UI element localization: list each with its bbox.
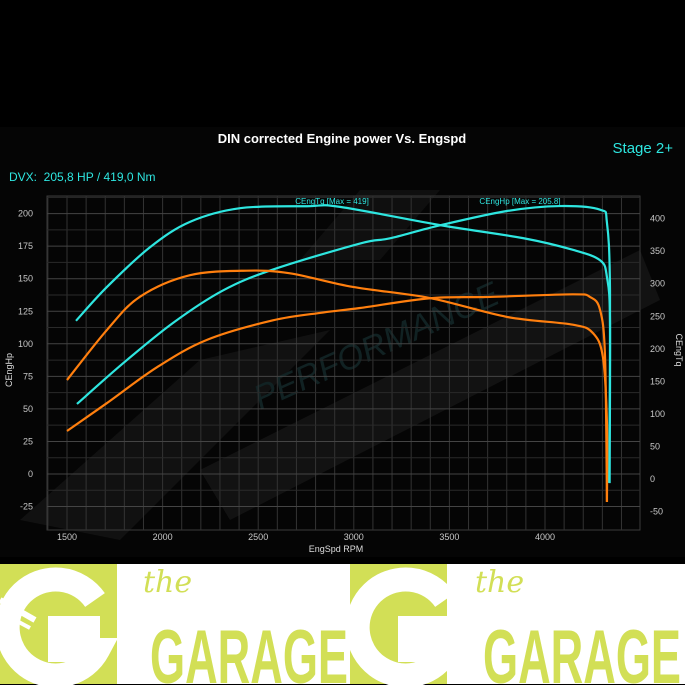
- x-tick-label: 2500: [248, 532, 268, 542]
- y-left-tick-label: 75: [23, 371, 33, 381]
- series-lines: [66, 204, 612, 503]
- y-right-tick-label: 350: [650, 246, 665, 256]
- y-axis-left-label: CEngHp: [4, 353, 14, 387]
- chart-title: DIN corrected Engine power Vs. Engspd: [218, 131, 467, 146]
- logo-small-text: the: [475, 565, 524, 600]
- grid: [46, 195, 641, 531]
- y-left-tick-label: 25: [23, 436, 33, 446]
- garage-logo-band: the GARAGE the GARAGE: [0, 564, 685, 685]
- axes: 1500 2000 2500 3000 3500 4000-250255075100125…: [18, 209, 665, 542]
- y-right-tick-label: 100: [650, 409, 665, 419]
- power-tuned-line: [76, 204, 612, 484]
- y-right-tick-label: 0: [650, 474, 655, 484]
- y-right-tick-label: 300: [650, 279, 665, 289]
- x-tick-label: 2000: [153, 532, 173, 542]
- y-right-tick-label: -50: [650, 507, 663, 517]
- garage-logo-repeat: the GARAGE: [345, 564, 681, 685]
- y-right-tick-label: 200: [650, 344, 665, 354]
- plot-frame: [46, 195, 641, 531]
- logo-big-text: GARAGE: [483, 615, 681, 685]
- x-tick-label: 3000: [344, 532, 364, 542]
- x-tick-label: 3500: [439, 532, 459, 542]
- y-axis-right-label: CEngTq: [674, 333, 684, 366]
- y-left-tick-label: 100: [18, 339, 33, 349]
- annotation-hp-max: CEngHp [Max = 205.8]: [479, 197, 560, 206]
- y-left-tick-label: 125: [18, 306, 33, 316]
- y-right-tick-label: 250: [650, 311, 665, 321]
- y-right-tick-label: 150: [650, 376, 665, 386]
- power-stock-line: [66, 293, 609, 503]
- torque-stock-line: [66, 269, 609, 502]
- stage-label: Stage 2+: [613, 140, 674, 157]
- x-tick-label: 1500: [57, 532, 77, 542]
- logo-big-text: GARAGE: [150, 615, 348, 685]
- torque-tuned-line: [75, 204, 612, 483]
- y-left-tick-label: -25: [20, 502, 33, 512]
- y-left-tick-label: 150: [18, 274, 33, 284]
- y-left-tick-label: 0: [28, 469, 33, 479]
- y-left-tick-label: 200: [18, 209, 33, 219]
- summary-text: DVX: 205,8 HP / 419,0 Nm: [9, 170, 156, 184]
- x-axis-label: EngSpd RPM: [309, 544, 364, 554]
- logo-small-text: the: [143, 565, 192, 600]
- x-tick-label: 4000: [535, 532, 555, 542]
- annotation-torque-max: CEngTq [Max = 419]: [295, 197, 369, 206]
- y-left-tick-label: 50: [23, 404, 33, 414]
- y-right-tick-label: 400: [650, 214, 665, 224]
- y-left-tick-label: 175: [18, 241, 33, 251]
- garage-logo: the GARAGE: [0, 564, 348, 685]
- y-right-tick-label: 50: [650, 441, 660, 451]
